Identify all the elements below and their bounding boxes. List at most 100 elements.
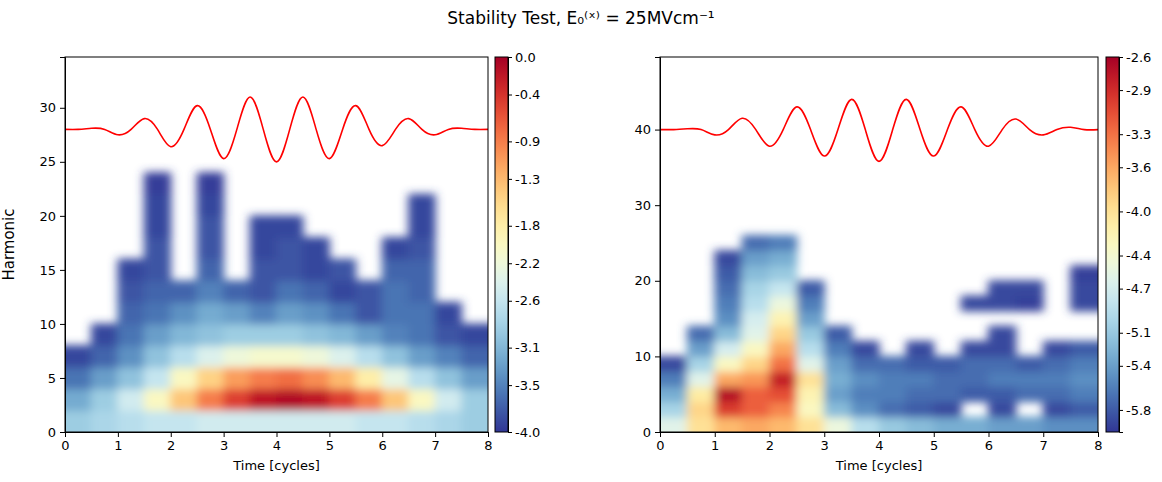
colorbar-axis-tick-label: -3.3 — [1126, 127, 1151, 142]
colorbar-axis-tick-mark — [508, 179, 512, 180]
heatmap-cell — [769, 295, 797, 311]
field-line — [660, 99, 1098, 161]
heatmap-cell — [408, 302, 435, 325]
heatmap-cell — [742, 341, 770, 357]
heatmap-cell — [382, 237, 409, 260]
heatmap-cell — [988, 401, 1016, 417]
y-axis-tick: 0 — [643, 425, 660, 440]
heatmap-cell — [117, 388, 144, 411]
heatmap-cell — [144, 323, 171, 346]
colorbar-axis-tick-label: -0.9 — [515, 134, 540, 149]
y-axis-tick-mark — [60, 162, 65, 163]
heatmap-cell — [1043, 341, 1071, 357]
colorbar-axis-tick-label: -1.8 — [515, 218, 540, 233]
heatmap-cell — [1015, 280, 1043, 296]
heatmap-cell — [742, 401, 770, 417]
colorbar: 0.0-0.4-0.9-1.3-1.8-2.2-2.6-3.1-3.5-4.0 — [495, 50, 540, 440]
heatmap-cell — [769, 250, 797, 266]
heatmap-cell — [687, 371, 715, 387]
colorbar-axis-tick-mark — [1119, 366, 1123, 367]
colorbar-axis-tick-mark — [1119, 256, 1123, 257]
heatmap-cell — [65, 410, 92, 432]
x-axis-tick-label: 3 — [821, 438, 829, 453]
heatmap-cell — [355, 280, 382, 303]
heatmap-cells — [660, 235, 1098, 432]
heatmap-cell — [65, 345, 92, 368]
x-axis-tick: 2 — [766, 432, 774, 453]
x-axis-tick-mark — [989, 432, 990, 437]
heatmap-cell — [65, 388, 92, 411]
heatmap-cell — [933, 416, 961, 432]
heatmap-cell — [742, 326, 770, 342]
heatmap-cell — [796, 341, 824, 357]
heatmap-cell — [197, 345, 224, 368]
heatmap-cell — [355, 367, 382, 390]
heatmap-cell — [769, 386, 797, 402]
heatmap-cell — [933, 371, 961, 387]
colorbar-axis-tick-label: -5.8 — [1126, 403, 1151, 418]
heatmap-cell — [250, 388, 277, 411]
colorbar-axis-tick: -3.5 — [508, 378, 540, 393]
heatmap-cell — [1015, 386, 1043, 402]
heatmap-cell — [1015, 416, 1043, 432]
x-axis-tick: 3 — [821, 432, 829, 453]
heatmap-cell — [769, 280, 797, 296]
heatmap-cells — [65, 172, 488, 432]
heatmap-cell — [1070, 280, 1098, 296]
heatmap-cell — [687, 326, 715, 342]
colorbar-axis-tick-mark — [1119, 90, 1123, 91]
x-axis-tick: 7 — [1040, 432, 1048, 453]
colorbar-axis-tick-label: -2.9 — [1126, 83, 1151, 98]
heatmap-cell — [824, 386, 852, 402]
heatmap-cell — [329, 302, 356, 325]
y-axis-tick: 5 — [48, 371, 65, 386]
plot-area — [65, 97, 488, 432]
heatmap-cell — [796, 386, 824, 402]
heatmap-cell — [223, 323, 250, 346]
colorbar-gradient — [495, 57, 508, 432]
title: Stability Test, E₀⁽ˣ⁾ = 25MVcm⁻¹ — [447, 8, 714, 28]
heatmap-cell — [197, 280, 224, 303]
x-axis-tick-mark — [171, 432, 172, 437]
colorbar-axis-tick: -4.7 — [1119, 281, 1151, 296]
y-axis-tick-label: 10 — [39, 317, 56, 332]
colorbar-axis-line — [1120, 58, 1124, 433]
heatmap-cell — [769, 401, 797, 417]
heatmap-cell — [1070, 386, 1098, 402]
heatmap-cell — [824, 326, 852, 342]
colorbar-axis-tick: -0.4 — [508, 87, 540, 102]
heatmap-cell — [769, 371, 797, 387]
y-axis-tick: 40 — [634, 122, 660, 137]
colorbar-axis-tick-label: -4.4 — [1126, 248, 1151, 263]
heatmap-cell — [250, 410, 277, 432]
heatmap-cell — [170, 280, 197, 303]
colorbar-axis-tick-label: -2.6 — [1126, 50, 1151, 65]
heatmap-cell — [988, 341, 1016, 357]
colorbar-axis-tick-mark — [508, 95, 512, 96]
x-axis-tick-label: 0 — [656, 438, 664, 453]
y-axis-tick: 25 — [39, 154, 65, 169]
heatmap-cell — [382, 345, 409, 368]
heatmap-cell — [879, 401, 907, 417]
heatmap-cell — [714, 295, 742, 311]
colorbar-axis-tick-mark — [508, 432, 512, 433]
heatmap-cell — [742, 371, 770, 387]
heatmap-cell — [382, 302, 409, 325]
heatmap-cell — [906, 416, 934, 432]
heatmap-cell — [435, 323, 462, 346]
heatmap-cell — [906, 341, 934, 357]
x-axis-tick: 4 — [875, 432, 883, 453]
plot-frame — [660, 57, 1098, 432]
field-line — [65, 97, 488, 162]
colorbar-axis-tick: -2.2 — [508, 256, 540, 271]
y-axis-tick-label: 30 — [634, 198, 651, 213]
colorbar: -2.6-2.9-3.3-3.6-4.0-4.4-4.7-5.1-5.4-5.8 — [1106, 50, 1151, 433]
colorbar-axis-line — [509, 58, 513, 433]
heatmap-cell — [302, 323, 329, 346]
heatmap-cell — [742, 250, 770, 266]
heatmap-cell — [796, 401, 824, 417]
heatmap-cell — [355, 388, 382, 411]
colorbar-axis: 0.0-0.4-0.9-1.3-1.8-2.2-2.6-3.1-3.5-4.0 — [508, 50, 540, 440]
y-axis-tick-label: 0 — [48, 425, 56, 440]
y-axis: 010203040 — [634, 58, 660, 440]
